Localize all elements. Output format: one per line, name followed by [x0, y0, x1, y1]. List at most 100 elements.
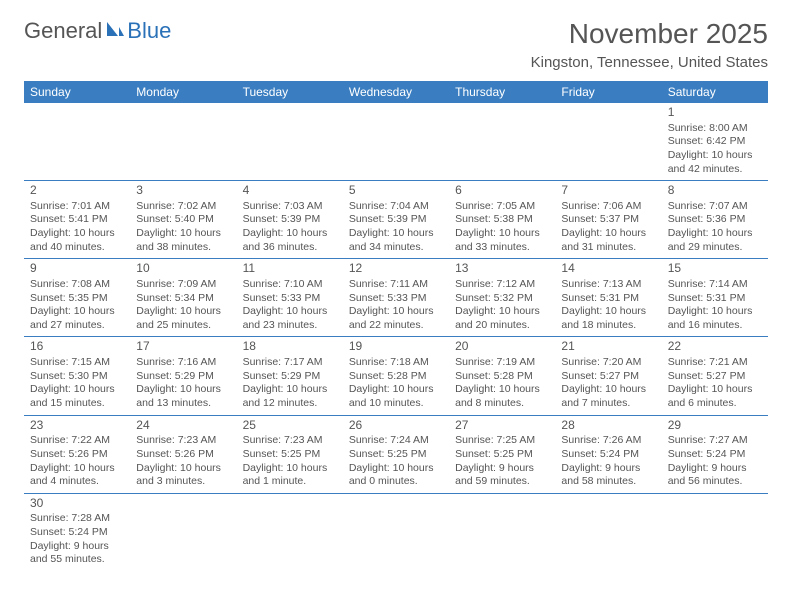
- day-number: 8: [668, 183, 762, 199]
- logo: General Blue: [24, 18, 171, 44]
- sail-icon: [105, 18, 125, 44]
- sunrise-text: Sunrise: 8:00 AM: [668, 122, 762, 136]
- sunset-text: Sunset: 5:30 PM: [30, 370, 124, 384]
- sunrise-text: Sunrise: 7:19 AM: [455, 356, 549, 370]
- daylight-text: and 13 minutes.: [136, 397, 230, 411]
- sunset-text: Sunset: 5:25 PM: [243, 448, 337, 462]
- sunset-text: Sunset: 5:31 PM: [668, 292, 762, 306]
- day-cell: 20Sunrise: 7:19 AMSunset: 5:28 PMDayligh…: [449, 337, 555, 415]
- daylight-text: Daylight: 10 hours: [349, 383, 443, 397]
- sunrise-text: Sunrise: 7:07 AM: [668, 200, 762, 214]
- daylight-text: and 56 minutes.: [668, 475, 762, 489]
- month-title: November 2025: [531, 18, 768, 50]
- daylight-text: Daylight: 10 hours: [30, 383, 124, 397]
- daylight-text: Daylight: 9 hours: [455, 462, 549, 476]
- sunrise-text: Sunrise: 7:09 AM: [136, 278, 230, 292]
- day-number: 22: [668, 339, 762, 355]
- weekday-header: Saturday: [662, 81, 768, 103]
- sunset-text: Sunset: 5:38 PM: [455, 213, 549, 227]
- day-cell: 4Sunrise: 7:03 AMSunset: 5:39 PMDaylight…: [237, 181, 343, 259]
- sunset-text: Sunset: 5:26 PM: [136, 448, 230, 462]
- day-cell: 7Sunrise: 7:06 AMSunset: 5:37 PMDaylight…: [555, 181, 661, 259]
- daylight-text: and 4 minutes.: [30, 475, 124, 489]
- day-cell: 13Sunrise: 7:12 AMSunset: 5:32 PMDayligh…: [449, 259, 555, 337]
- daylight-text: Daylight: 10 hours: [561, 305, 655, 319]
- daylight-text: and 20 minutes.: [455, 319, 549, 333]
- weekday-header: Thursday: [449, 81, 555, 103]
- sunset-text: Sunset: 5:24 PM: [30, 526, 124, 540]
- sunset-text: Sunset: 5:33 PM: [243, 292, 337, 306]
- sunrise-text: Sunrise: 7:01 AM: [30, 200, 124, 214]
- sunset-text: Sunset: 5:25 PM: [455, 448, 549, 462]
- daylight-text: and 29 minutes.: [668, 241, 762, 255]
- day-number: 18: [243, 339, 337, 355]
- sunrise-text: Sunrise: 7:24 AM: [349, 434, 443, 448]
- daylight-text: Daylight: 10 hours: [561, 383, 655, 397]
- sunset-text: Sunset: 5:31 PM: [561, 292, 655, 306]
- sunrise-text: Sunrise: 7:23 AM: [136, 434, 230, 448]
- day-cell: 24Sunrise: 7:23 AMSunset: 5:26 PMDayligh…: [130, 415, 236, 493]
- daylight-text: Daylight: 10 hours: [30, 462, 124, 476]
- day-number: 25: [243, 418, 337, 434]
- daylight-text: Daylight: 9 hours: [30, 540, 124, 554]
- sunrise-text: Sunrise: 7:08 AM: [30, 278, 124, 292]
- sunrise-text: Sunrise: 7:20 AM: [561, 356, 655, 370]
- daylight-text: Daylight: 10 hours: [243, 462, 337, 476]
- day-cell: 25Sunrise: 7:23 AMSunset: 5:25 PMDayligh…: [237, 415, 343, 493]
- day-cell: 9Sunrise: 7:08 AMSunset: 5:35 PMDaylight…: [24, 259, 130, 337]
- sunrise-text: Sunrise: 7:18 AM: [349, 356, 443, 370]
- empty-cell: [237, 493, 343, 571]
- sunrise-text: Sunrise: 7:05 AM: [455, 200, 549, 214]
- daylight-text: and 27 minutes.: [30, 319, 124, 333]
- sunrise-text: Sunrise: 7:17 AM: [243, 356, 337, 370]
- sunset-text: Sunset: 5:28 PM: [349, 370, 443, 384]
- day-cell: 26Sunrise: 7:24 AMSunset: 5:25 PMDayligh…: [343, 415, 449, 493]
- sunrise-text: Sunrise: 7:28 AM: [30, 512, 124, 526]
- daylight-text: Daylight: 10 hours: [668, 227, 762, 241]
- sunset-text: Sunset: 5:40 PM: [136, 213, 230, 227]
- daylight-text: and 0 minutes.: [349, 475, 443, 489]
- daylight-text: Daylight: 10 hours: [243, 383, 337, 397]
- weekday-header: Wednesday: [343, 81, 449, 103]
- sunrise-text: Sunrise: 7:11 AM: [349, 278, 443, 292]
- logo-text-blue: Blue: [127, 18, 171, 44]
- daylight-text: and 42 minutes.: [668, 163, 762, 177]
- daylight-text: Daylight: 10 hours: [349, 227, 443, 241]
- sunrise-text: Sunrise: 7:23 AM: [243, 434, 337, 448]
- weekday-header: Monday: [130, 81, 236, 103]
- day-cell: 28Sunrise: 7:26 AMSunset: 5:24 PMDayligh…: [555, 415, 661, 493]
- day-cell: 14Sunrise: 7:13 AMSunset: 5:31 PMDayligh…: [555, 259, 661, 337]
- sunrise-text: Sunrise: 7:16 AM: [136, 356, 230, 370]
- day-cell: 11Sunrise: 7:10 AMSunset: 5:33 PMDayligh…: [237, 259, 343, 337]
- day-number: 13: [455, 261, 549, 277]
- daylight-text: and 33 minutes.: [455, 241, 549, 255]
- sunset-text: Sunset: 5:36 PM: [668, 213, 762, 227]
- logo-text-general: General: [24, 18, 102, 44]
- daylight-text: and 23 minutes.: [243, 319, 337, 333]
- daylight-text: and 7 minutes.: [561, 397, 655, 411]
- daylight-text: and 36 minutes.: [243, 241, 337, 255]
- day-cell: 19Sunrise: 7:18 AMSunset: 5:28 PMDayligh…: [343, 337, 449, 415]
- daylight-text: Daylight: 10 hours: [455, 383, 549, 397]
- day-number: 30: [30, 496, 124, 512]
- day-number: 6: [455, 183, 549, 199]
- daylight-text: Daylight: 10 hours: [136, 462, 230, 476]
- sunrise-text: Sunrise: 7:03 AM: [243, 200, 337, 214]
- daylight-text: and 16 minutes.: [668, 319, 762, 333]
- empty-cell: [237, 103, 343, 181]
- daylight-text: Daylight: 10 hours: [668, 305, 762, 319]
- daylight-text: Daylight: 10 hours: [136, 305, 230, 319]
- daylight-text: and 25 minutes.: [136, 319, 230, 333]
- daylight-text: Daylight: 9 hours: [561, 462, 655, 476]
- day-cell: 10Sunrise: 7:09 AMSunset: 5:34 PMDayligh…: [130, 259, 236, 337]
- sunset-text: Sunset: 5:28 PM: [455, 370, 549, 384]
- calendar-page: General Blue November 2025 Kingston, Ten…: [0, 0, 792, 583]
- calendar-row: 2Sunrise: 7:01 AMSunset: 5:41 PMDaylight…: [24, 181, 768, 259]
- empty-cell: [130, 493, 236, 571]
- daylight-text: and 31 minutes.: [561, 241, 655, 255]
- daylight-text: and 18 minutes.: [561, 319, 655, 333]
- sunset-text: Sunset: 5:29 PM: [243, 370, 337, 384]
- daylight-text: Daylight: 10 hours: [561, 227, 655, 241]
- day-cell: 16Sunrise: 7:15 AMSunset: 5:30 PMDayligh…: [24, 337, 130, 415]
- empty-cell: [662, 493, 768, 571]
